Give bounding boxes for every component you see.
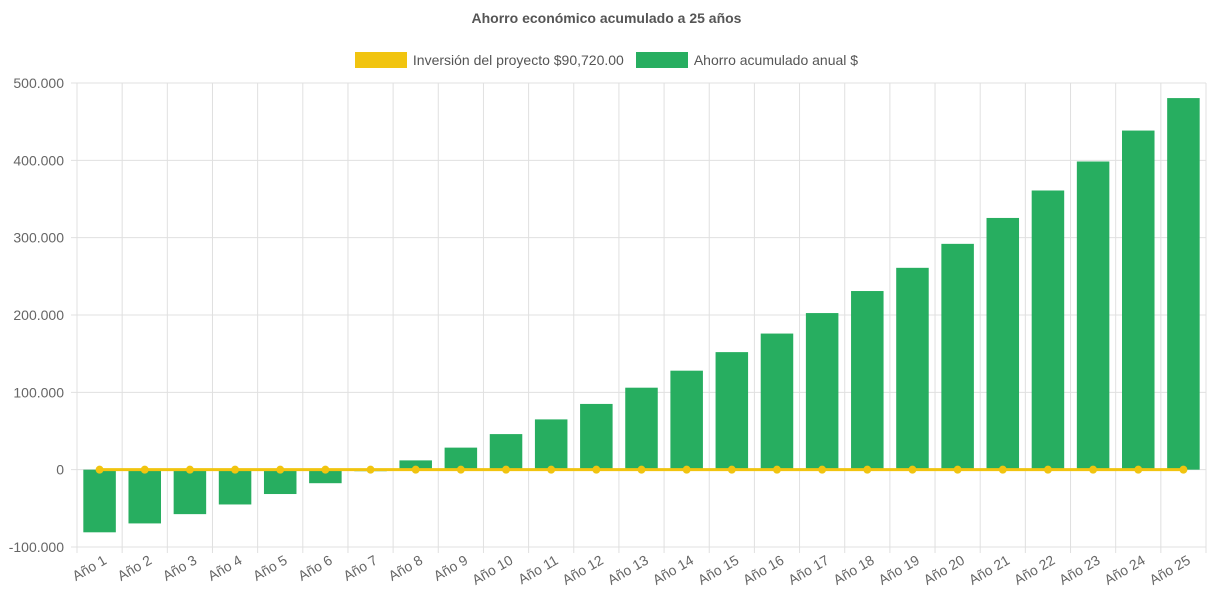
x-tick-label: Año 2 xyxy=(115,552,155,584)
bar-savings xyxy=(128,469,161,524)
x-tick-label: Año 5 xyxy=(250,552,290,584)
point-investment xyxy=(140,465,149,474)
bar-savings xyxy=(489,434,523,470)
x-tick-label: Año 11 xyxy=(515,552,561,588)
bar-savings xyxy=(1031,190,1065,470)
legend-label-savings: Ahorro acumulado anual $ xyxy=(693,52,859,68)
point-investment xyxy=(95,465,104,474)
y-tick-label: 500.000 xyxy=(13,75,64,91)
y-tick-label: 0 xyxy=(56,462,64,478)
point-investment xyxy=(321,465,330,474)
bar-savings xyxy=(805,313,839,470)
x-tick-label: Año 17 xyxy=(785,552,832,588)
legend-label-investment: Inversión del proyecto $90,720.00 xyxy=(412,52,624,68)
bar-savings xyxy=(1076,161,1110,470)
bar-savings xyxy=(173,469,207,515)
bar-savings xyxy=(760,333,794,470)
bar-savings xyxy=(1167,98,1200,470)
point-investment xyxy=(818,465,827,474)
bar-savings xyxy=(580,403,613,470)
bar-savings xyxy=(1122,130,1155,470)
x-tick-label: Año 15 xyxy=(695,552,742,588)
x-tick-label: Año 4 xyxy=(205,552,245,584)
y-tick-label: 100.000 xyxy=(13,384,64,400)
point-investment xyxy=(456,465,465,474)
bar-savings xyxy=(399,460,432,470)
y-tick-label: 400.000 xyxy=(13,152,64,168)
bar-savings xyxy=(218,469,252,505)
point-investment xyxy=(411,465,420,474)
x-tick-label: Año 16 xyxy=(740,552,787,588)
point-investment xyxy=(727,465,736,474)
point-investment xyxy=(185,465,194,474)
chart-title: Ahorro económico acumulado a 25 años xyxy=(471,10,742,26)
x-tick-label: Año 12 xyxy=(559,552,606,588)
x-tick-label: Año 21 xyxy=(966,552,1013,588)
bar-savings xyxy=(986,217,1020,470)
bar-savings xyxy=(896,267,929,470)
legend-swatch-savings xyxy=(635,52,688,68)
point-investment xyxy=(547,465,556,474)
point-investment xyxy=(1089,465,1098,474)
point-investment xyxy=(276,465,285,474)
point-investment xyxy=(502,465,511,474)
bar-savings xyxy=(625,387,658,470)
point-investment xyxy=(1179,465,1188,474)
legend-swatch-investment xyxy=(354,52,407,68)
point-investment xyxy=(908,465,917,474)
x-tick-label: Año 18 xyxy=(830,552,877,588)
bar-savings xyxy=(715,352,749,470)
x-tick-label: Año 13 xyxy=(605,552,652,588)
x-tick-label: Año 8 xyxy=(386,552,426,584)
point-investment xyxy=(231,465,240,474)
point-investment xyxy=(637,465,646,474)
point-investment xyxy=(772,465,781,474)
point-investment xyxy=(1134,465,1143,474)
x-tick-label: Año 25 xyxy=(1146,552,1193,588)
y-tick-label: 200.000 xyxy=(13,307,64,323)
bar-savings xyxy=(309,469,342,484)
bar-savings xyxy=(534,419,568,470)
bar-savings xyxy=(444,447,478,470)
y-tick-label: -100.000 xyxy=(9,539,64,555)
x-tick-label: Año 6 xyxy=(295,552,335,584)
y-tick-label: 300.000 xyxy=(13,230,64,246)
x-tick-label: Año 10 xyxy=(469,552,516,588)
point-investment xyxy=(998,465,1007,474)
point-investment xyxy=(592,465,601,474)
x-tick-label: Año 7 xyxy=(340,552,380,584)
x-tick-label: Año 1 xyxy=(69,552,109,584)
legend: Inversión del proyecto $90,720.00 Ahorro… xyxy=(0,52,1213,68)
x-tick-label: Año 24 xyxy=(1101,552,1148,588)
x-tick-label: Año 9 xyxy=(431,552,471,584)
x-tick-label: Año 22 xyxy=(1011,552,1058,588)
legend-item-savings[interactable]: Ahorro acumulado anual $ xyxy=(635,52,859,68)
bar-savings xyxy=(851,291,884,470)
x-tick-label: Año 14 xyxy=(650,552,697,588)
bar-savings xyxy=(263,469,297,495)
point-investment xyxy=(682,465,691,474)
x-tick-label: Año 23 xyxy=(1056,552,1103,588)
point-investment xyxy=(366,465,375,474)
bar-savings xyxy=(670,370,703,470)
legend-item-investment[interactable]: Inversión del proyecto $90,720.00 xyxy=(354,52,624,68)
point-investment xyxy=(953,465,962,474)
x-tick-label: Año 3 xyxy=(160,552,200,584)
x-tick-label: Año 19 xyxy=(876,552,923,588)
x-tick-label: Año 20 xyxy=(921,552,968,588)
bar-savings xyxy=(941,243,974,470)
point-investment xyxy=(1043,465,1052,474)
bar-savings xyxy=(83,469,116,533)
point-investment xyxy=(863,465,872,474)
